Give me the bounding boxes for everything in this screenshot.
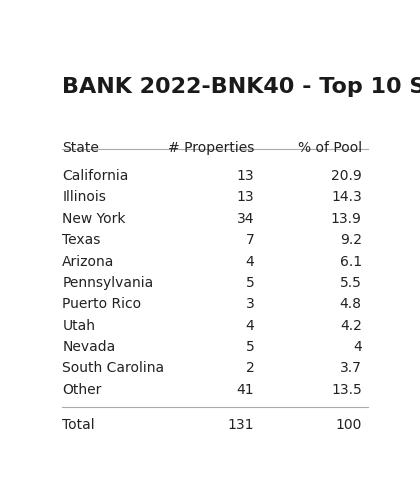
Text: 34: 34 <box>237 212 255 226</box>
Text: 13.9: 13.9 <box>331 212 362 226</box>
Text: 20.9: 20.9 <box>331 169 362 183</box>
Text: 4: 4 <box>353 340 362 354</box>
Text: 14.3: 14.3 <box>331 190 362 205</box>
Text: 4.2: 4.2 <box>340 318 362 333</box>
Text: Arizona: Arizona <box>62 255 115 268</box>
Text: 41: 41 <box>237 383 255 397</box>
Text: BANK 2022-BNK40 - Top 10 States: BANK 2022-BNK40 - Top 10 States <box>62 77 420 97</box>
Text: 5: 5 <box>246 340 255 354</box>
Text: % of Pool: % of Pool <box>298 141 362 155</box>
Text: California: California <box>62 169 129 183</box>
Text: 3.7: 3.7 <box>340 361 362 375</box>
Text: 5.5: 5.5 <box>340 276 362 290</box>
Text: Other: Other <box>62 383 102 397</box>
Text: State: State <box>62 141 99 155</box>
Text: Nevada: Nevada <box>62 340 116 354</box>
Text: South Carolina: South Carolina <box>62 361 164 375</box>
Text: 5: 5 <box>246 276 255 290</box>
Text: 13: 13 <box>237 190 255 205</box>
Text: # Properties: # Properties <box>168 141 255 155</box>
Text: Pennsylvania: Pennsylvania <box>62 276 154 290</box>
Text: 6.1: 6.1 <box>340 255 362 268</box>
Text: Utah: Utah <box>62 318 95 333</box>
Text: 2: 2 <box>246 361 255 375</box>
Text: 4.8: 4.8 <box>340 297 362 311</box>
Text: Puerto Rico: Puerto Rico <box>62 297 142 311</box>
Text: Texas: Texas <box>62 233 101 247</box>
Text: 4: 4 <box>246 255 255 268</box>
Text: 13.5: 13.5 <box>331 383 362 397</box>
Text: Total: Total <box>62 418 95 431</box>
Text: 13: 13 <box>237 169 255 183</box>
Text: 4: 4 <box>246 318 255 333</box>
Text: New York: New York <box>62 212 126 226</box>
Text: 100: 100 <box>335 418 362 431</box>
Text: 3: 3 <box>246 297 255 311</box>
Text: 9.2: 9.2 <box>340 233 362 247</box>
Text: 131: 131 <box>228 418 255 431</box>
Text: Illinois: Illinois <box>62 190 106 205</box>
Text: 7: 7 <box>246 233 255 247</box>
